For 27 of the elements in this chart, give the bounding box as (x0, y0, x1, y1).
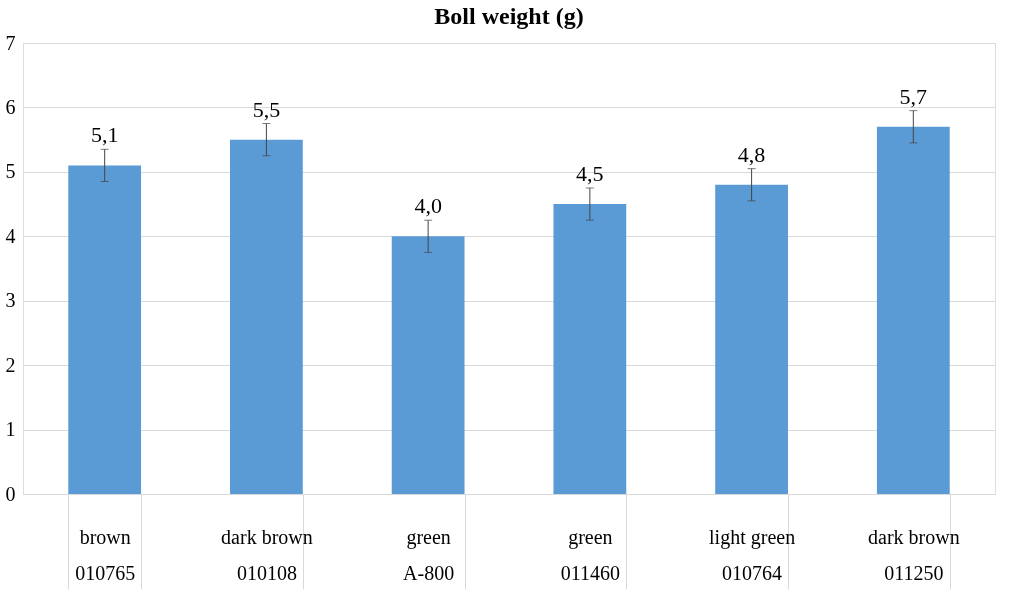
y-tick-label: 0 (5, 482, 16, 505)
data-label: 4,8 (737, 141, 766, 167)
y-tick-label: 7 (5, 31, 16, 54)
data-label: 4,5 (576, 160, 604, 186)
data-label: 4,0 (414, 193, 442, 219)
x-tick-label: green 011460 (560, 525, 620, 584)
bar (553, 204, 627, 494)
x-tick-label: brown 010765 (75, 525, 136, 584)
y-tick-label: 4 (5, 224, 16, 247)
chart-title: Boll weight (g) (434, 3, 584, 29)
y-tick-label: 6 (5, 95, 16, 118)
x-tick-label: light green 010764 (709, 525, 796, 584)
y-tick-label: 1 (5, 418, 16, 441)
bar (68, 165, 142, 494)
y-tick-label: 2 (5, 353, 16, 376)
bar (391, 236, 465, 494)
bar (715, 184, 788, 494)
bar (230, 139, 303, 494)
x-tick-label: green A-800 (403, 525, 455, 584)
x-tick-label: dark brown 011250 (868, 525, 960, 584)
y-tick-label: 3 (5, 289, 16, 312)
data-label: 5,1 (90, 122, 119, 148)
bar (876, 126, 950, 494)
data-label: 5,5 (252, 96, 281, 122)
y-tick-label: 5 (5, 160, 16, 183)
data-label: 5,7 (899, 83, 928, 109)
x-tick-label: dark brown 010108 (221, 525, 313, 584)
